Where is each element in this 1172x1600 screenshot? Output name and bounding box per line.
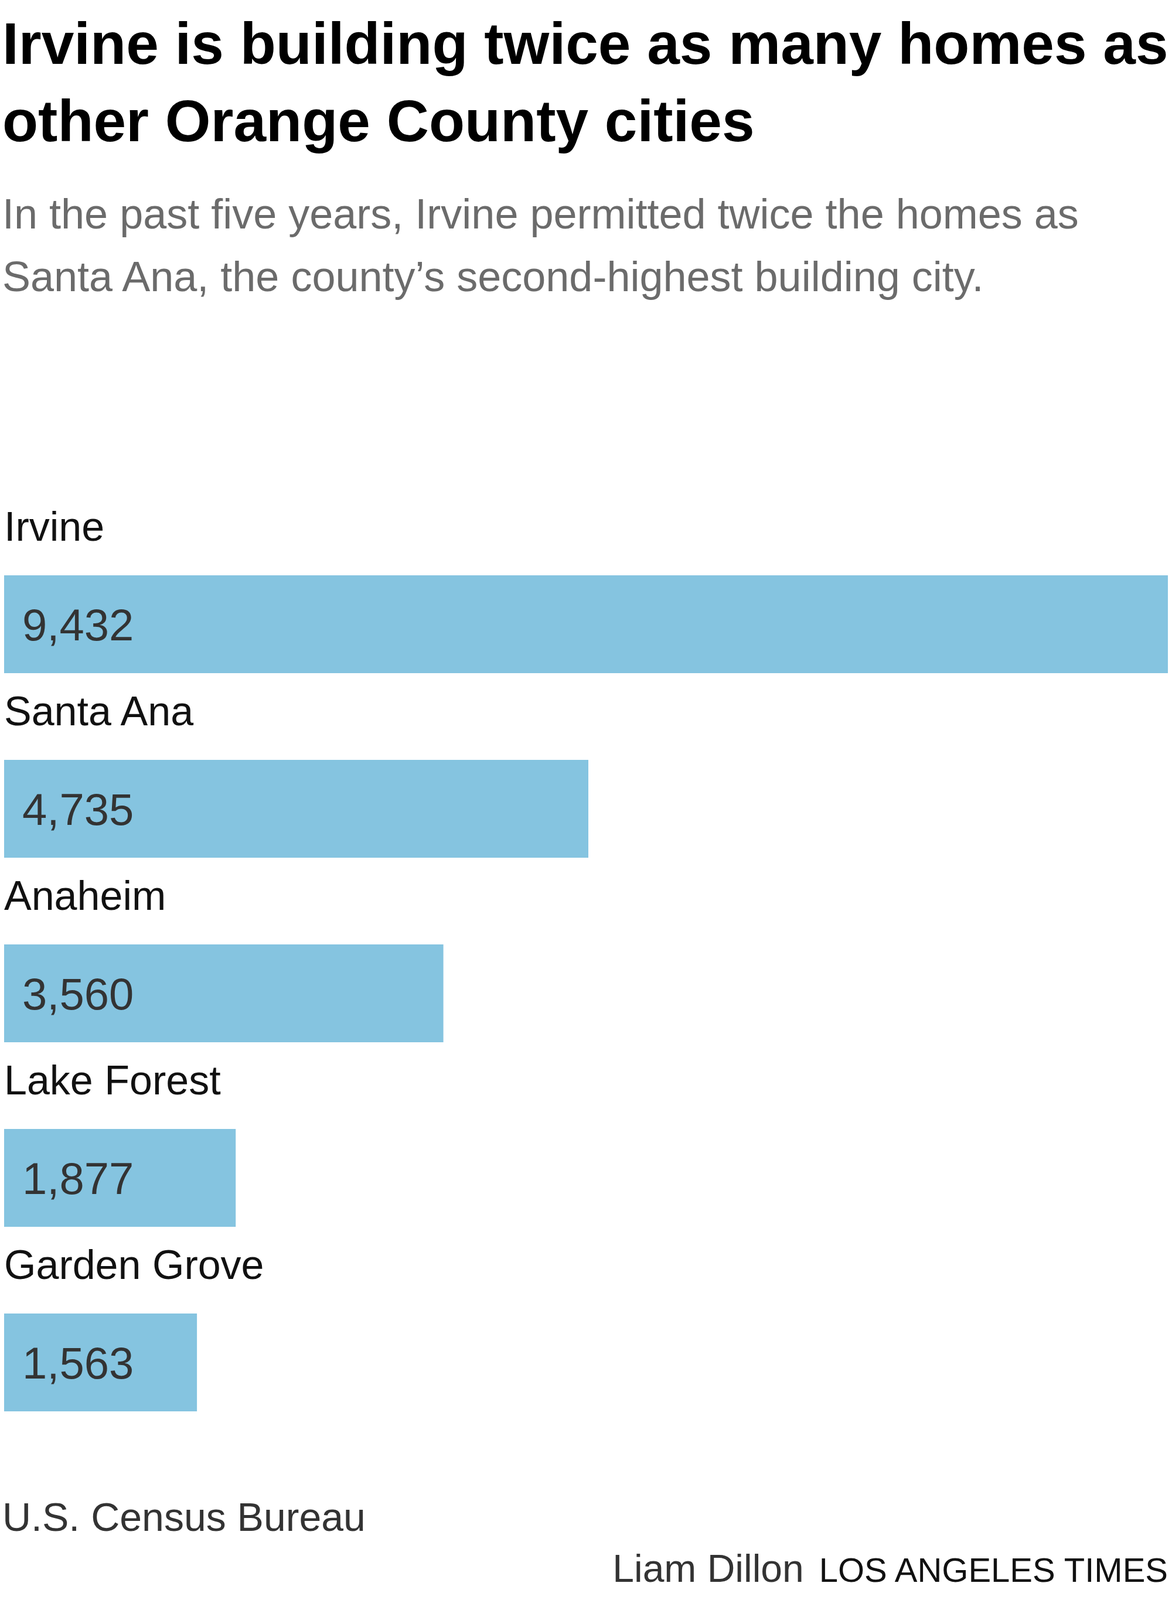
category-label: Irvine [4, 503, 105, 550]
category-label: Lake Forest [4, 1057, 221, 1104]
bar [4, 1129, 236, 1228]
bars [4, 575, 1168, 1412]
data-label: 1,877 [22, 1153, 134, 1204]
category-label: Santa Ana [4, 688, 194, 735]
bar [4, 1313, 197, 1412]
category-label: Garden Grove [4, 1242, 265, 1289]
byline: Liam Dillon [612, 1547, 804, 1591]
data-label: 4,735 [22, 784, 134, 835]
bar [4, 575, 1168, 674]
data-label: 9,432 [22, 600, 134, 650]
publisher: LOS ANGELES TIMES [819, 1551, 1168, 1590]
data-label: 1,563 [22, 1338, 134, 1389]
chart: Irvine 9,432 Santa Ana 4,735 Anaheim 3,560 Lak… [0, 0, 1172, 1600]
category-label: Anaheim [4, 873, 166, 919]
subtitle: In the past five years, Irvine permitted… [2, 182, 1169, 309]
bar [4, 760, 589, 858]
data-label: 3,560 [22, 969, 134, 1020]
title: Irvine is building twice as many homes a… [2, 4, 1169, 160]
bar [4, 944, 444, 1043]
source: U.S. Census Bureau [2, 1494, 366, 1540]
labels: Irvine 9,432 Santa Ana 4,735 Anaheim 3,560 Lak… [4, 503, 265, 1389]
